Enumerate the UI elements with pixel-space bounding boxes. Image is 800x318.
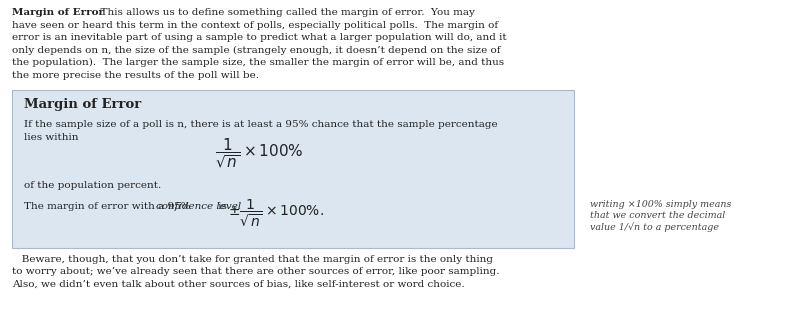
Text: the population).  The larger the sample size, the smaller the margin of error wi: the population). The larger the sample s… — [12, 58, 504, 67]
Text: If the sample size of a poll is n, there is at least a 95% chance that the sampl: If the sample size of a poll is n, there… — [24, 120, 498, 129]
Text: This allows us to define something called the margin of error.  You may: This allows us to define something calle… — [94, 8, 475, 17]
Text: value 1/√n to a percentage: value 1/√n to a percentage — [590, 222, 719, 232]
Text: lies within: lies within — [24, 133, 78, 142]
Text: of the population percent.: of the population percent. — [24, 181, 162, 190]
Text: to worry about; we’ve already seen that there are other sources of error, like p: to worry about; we’ve already seen that … — [12, 267, 499, 276]
Text: $\pm\dfrac{1}{\sqrt{n}} \times 100\%.$: $\pm\dfrac{1}{\sqrt{n}} \times 100\%.$ — [228, 198, 324, 229]
Text: Beware, though, that you don’t take for granted that the margin of error is the : Beware, though, that you don’t take for … — [12, 255, 493, 264]
Text: that we convert the decimal: that we convert the decimal — [590, 211, 726, 220]
Text: confidence level: confidence level — [156, 202, 242, 211]
Text: Also, we didn’t even talk about other sources of bias, like self-interest or wor: Also, we didn’t even talk about other so… — [12, 280, 465, 289]
Text: have seen or heard this term in the context of polls, especially political polls: have seen or heard this term in the cont… — [12, 20, 498, 30]
Text: The margin of error with a 95%: The margin of error with a 95% — [24, 202, 194, 211]
Text: only depends on n, the size of the sample (strangely enough, it doesn’t depend o: only depends on n, the size of the sampl… — [12, 45, 501, 55]
Text: is: is — [215, 202, 230, 211]
Text: error is an inevitable part of using a sample to predict what a larger populatio: error is an inevitable part of using a s… — [12, 33, 506, 42]
Text: Margin of Error: Margin of Error — [12, 8, 104, 17]
FancyBboxPatch shape — [12, 90, 574, 248]
Text: writing ×100% simply means: writing ×100% simply means — [590, 200, 731, 209]
Text: Margin of Error: Margin of Error — [24, 98, 142, 111]
Text: $\dfrac{1}{\sqrt{n}} \times 100\%$: $\dfrac{1}{\sqrt{n}} \times 100\%$ — [215, 136, 304, 170]
Text: the more precise the results of the poll will be.: the more precise the results of the poll… — [12, 71, 259, 80]
